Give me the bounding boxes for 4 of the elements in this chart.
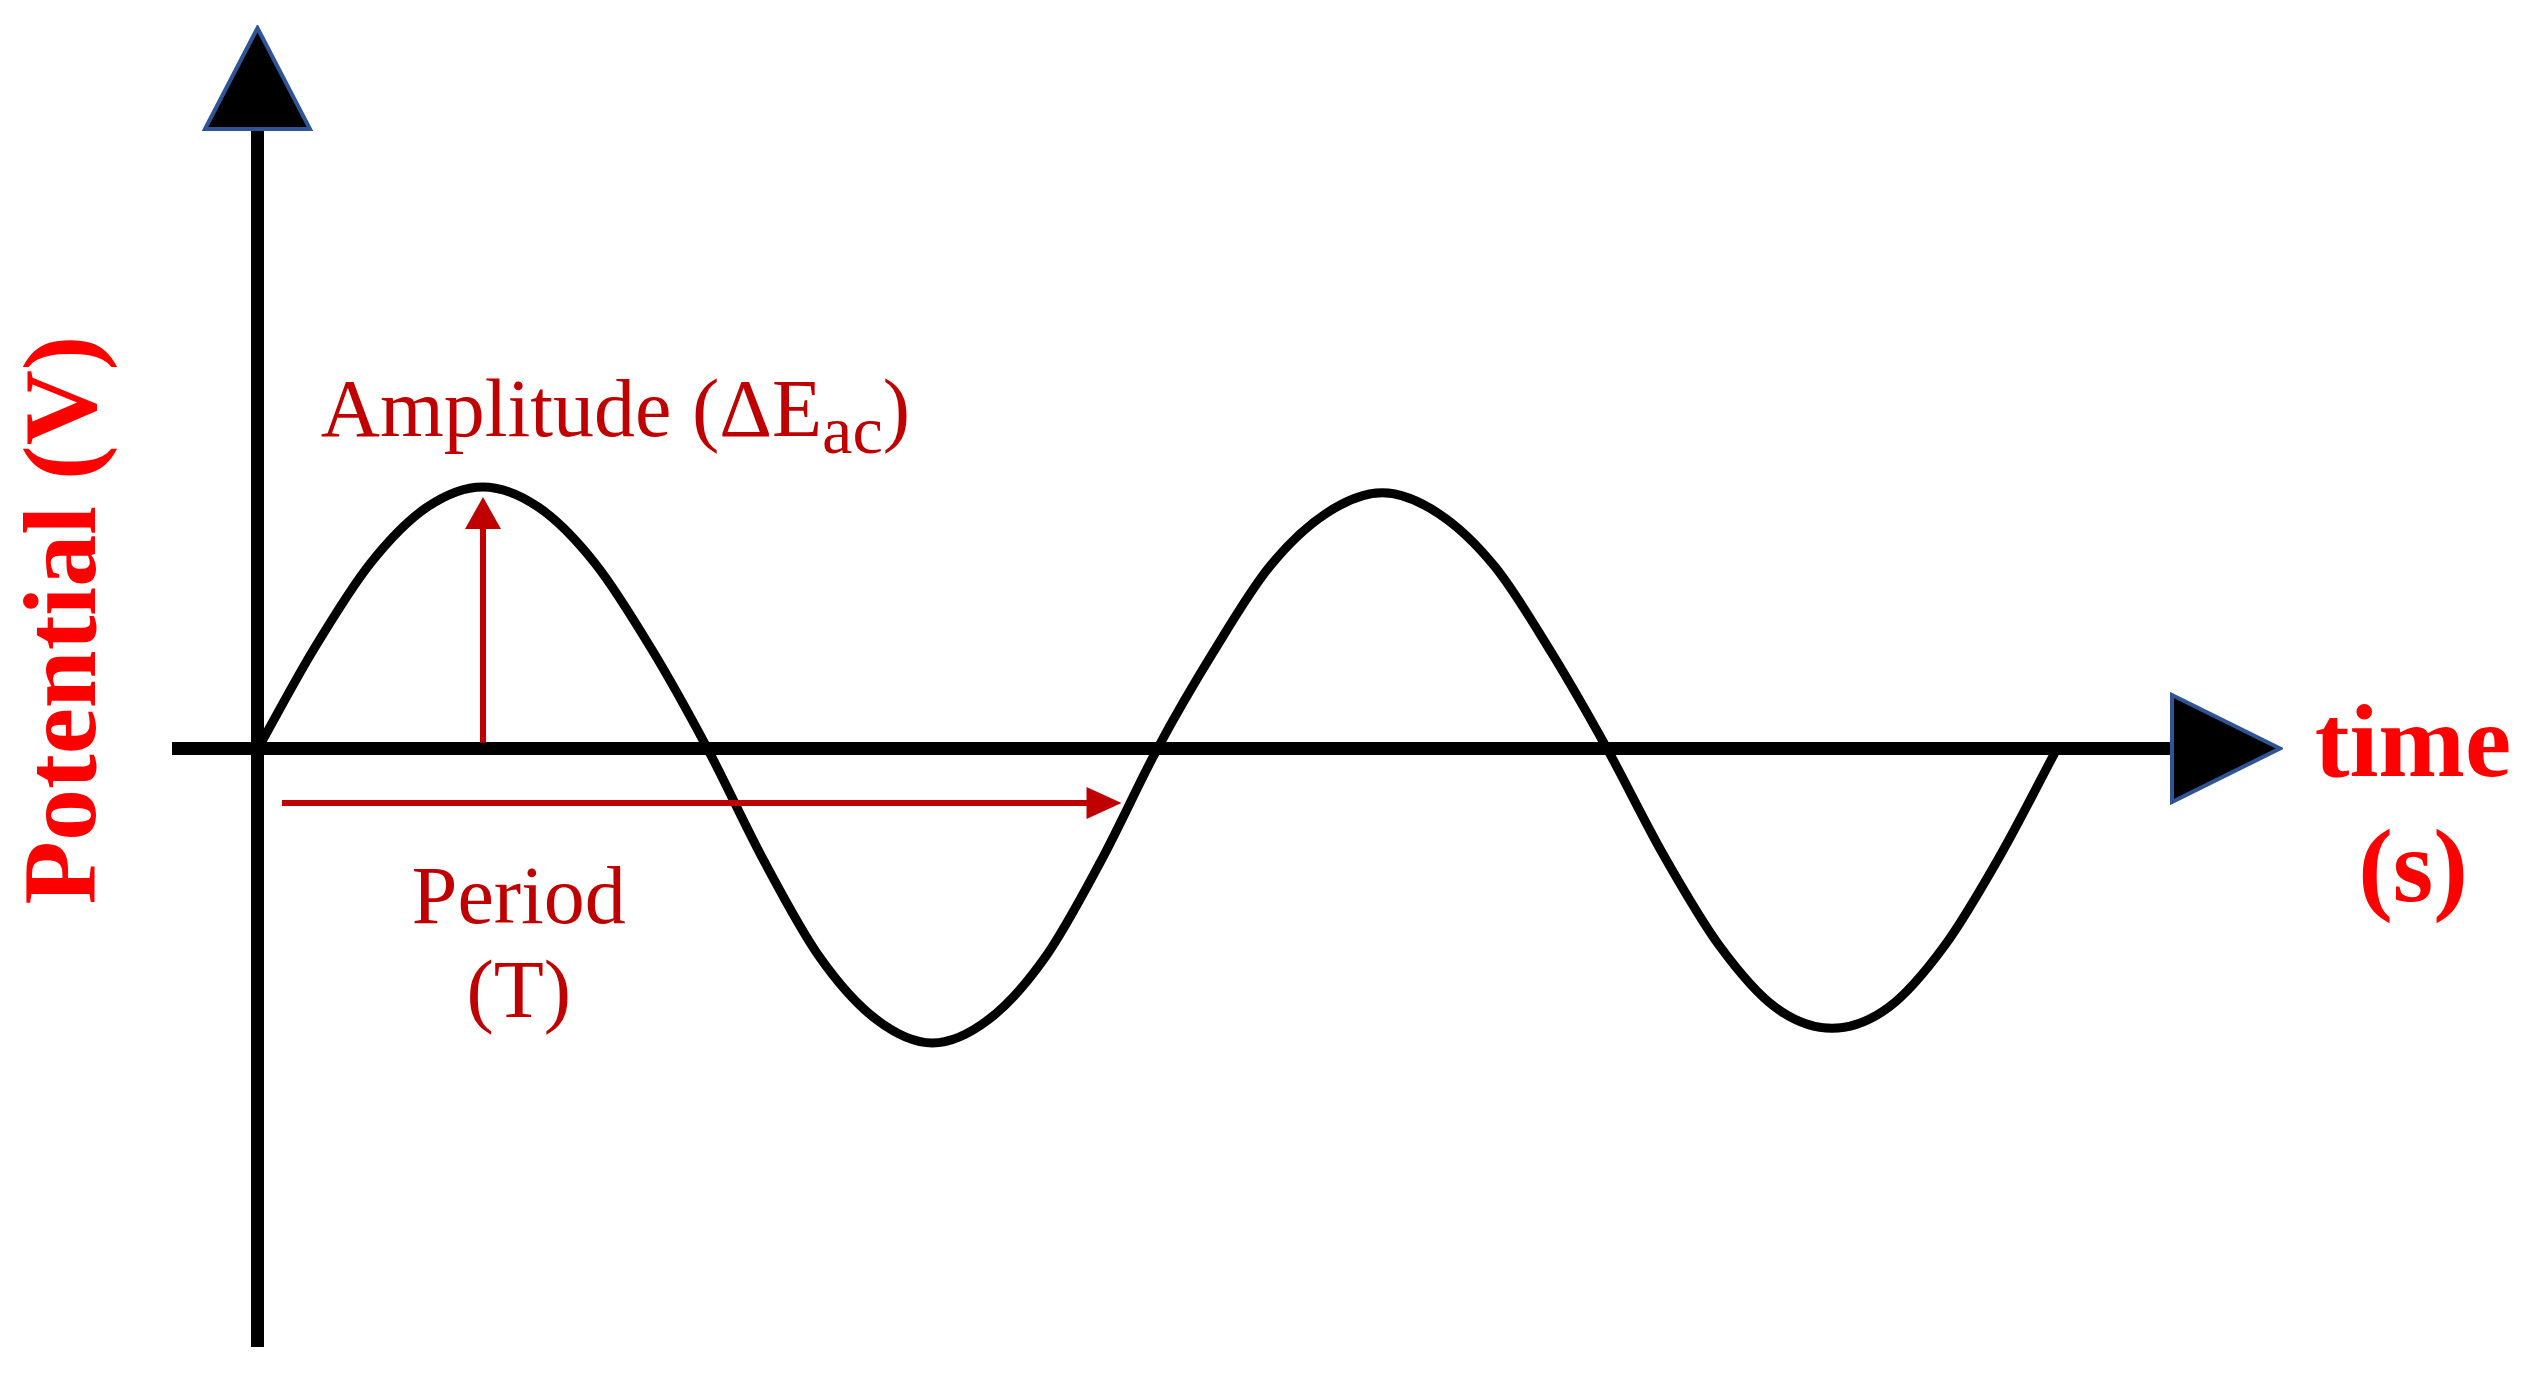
text: Amplitude (ΔE$_{ac}$) (320, 361, 911, 470)
annotation: Period (T) (410, 848, 627, 1038)
x-axis-title: time (s) (2313, 681, 2513, 925)
y-axis-title: Potential (V) (1, 335, 118, 905)
